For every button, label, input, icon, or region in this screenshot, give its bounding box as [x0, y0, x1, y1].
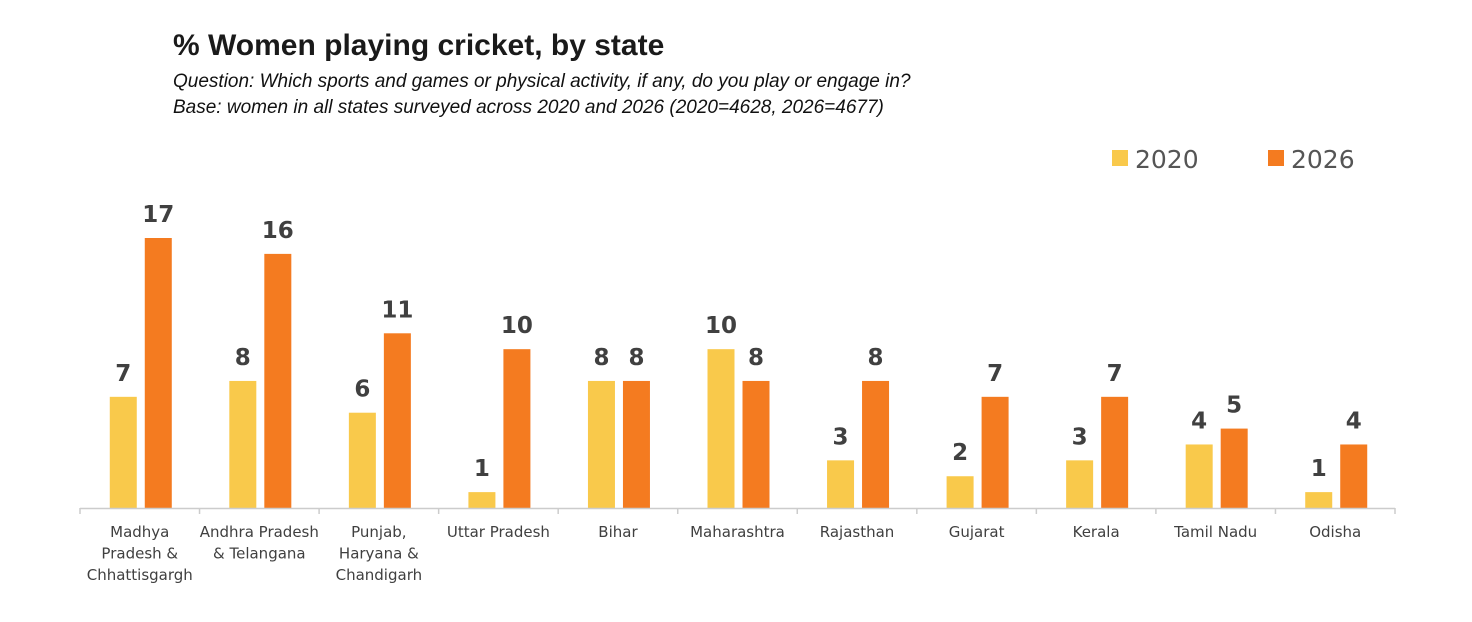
- bar-2026: [1101, 396, 1129, 508]
- x-tick-label: Rajasthan: [820, 523, 895, 541]
- bar-2026: [144, 238, 172, 508]
- x-tick-label: Pradesh &: [101, 545, 178, 563]
- data-label-2020: 3: [833, 424, 849, 450]
- x-tick-label: & Telangana: [213, 545, 306, 563]
- chart-title: % Women playing cricket, by state: [173, 29, 664, 62]
- legend-swatch-2026: [1268, 150, 1284, 166]
- bar-2020: [707, 349, 735, 508]
- bar-2020: [468, 492, 496, 508]
- x-axis: Madhya Pradesh & Chhattisgargh Andhra Prade…: [79, 507, 1396, 584]
- x-tick-label: Gujarat: [949, 523, 1005, 541]
- x-tick-label: Haryana &: [339, 545, 419, 563]
- bar-2026: [862, 380, 890, 508]
- data-label-2020: 1: [1311, 456, 1327, 482]
- data-label-2026: 10: [501, 313, 533, 339]
- x-tick-label: Kerala: [1073, 523, 1120, 541]
- data-label-2020: 3: [1072, 424, 1088, 450]
- data-label-2020: 7: [115, 361, 131, 387]
- bar-2026: [264, 253, 292, 508]
- data-label-2020: 2: [952, 440, 968, 466]
- x-tick-label: Odisha: [1309, 523, 1361, 541]
- data-label-2026: 16: [262, 218, 294, 244]
- bar-2020: [348, 412, 376, 508]
- chart-subtitle-base: Base: women in all states surveyed acros…: [173, 97, 884, 118]
- x-tick-label: Chandigarh: [336, 566, 423, 584]
- bar-2020: [109, 396, 137, 508]
- chart-subtitle-question: Question: Which sports and games or phys…: [173, 71, 911, 92]
- bar-2026: [1220, 428, 1248, 508]
- data-label-2026: 5: [1226, 393, 1242, 419]
- data-label-2020: 10: [705, 313, 737, 339]
- x-tick-label: Punjab,: [351, 523, 406, 541]
- x-tick-label: Andhra Pradesh: [200, 523, 319, 541]
- data-label-2026: 8: [868, 345, 884, 371]
- data-label-2026: 8: [748, 345, 764, 371]
- data-label-2020: 8: [235, 345, 251, 371]
- bar-2026: [1340, 444, 1368, 508]
- data-label-2020: 4: [1191, 408, 1207, 434]
- bar-2020: [1305, 492, 1333, 508]
- data-label-2026: 7: [987, 361, 1003, 387]
- bar-2020: [229, 380, 257, 508]
- bar-2020: [1066, 460, 1094, 508]
- bar-2020: [1185, 444, 1213, 508]
- data-label-2020: 1: [474, 456, 490, 482]
- x-tick-label: Madhya: [110, 523, 169, 541]
- data-label-2020: 6: [354, 377, 370, 403]
- bar-2020: [946, 476, 974, 508]
- data-label-2026: 8: [628, 345, 644, 371]
- legend-label-2026: 2026: [1291, 145, 1355, 174]
- legend-label-2020: 2020: [1135, 145, 1199, 174]
- bar-2026: [383, 333, 411, 508]
- data-label-2026: 4: [1346, 408, 1362, 434]
- bar-2020: [827, 460, 855, 508]
- bar-2026: [981, 396, 1009, 508]
- data-label-2020: 8: [593, 345, 609, 371]
- data-label-2026: 7: [1107, 361, 1123, 387]
- x-tick-label: Chhattisgargh: [87, 566, 193, 584]
- data-label-2026: 17: [142, 202, 174, 228]
- bar-2020: [587, 380, 615, 508]
- x-tick-label: Uttar Pradesh: [447, 523, 550, 541]
- x-tick-label: Maharashtra: [690, 523, 785, 541]
- bar-2026: [622, 380, 650, 508]
- legend: 2020 2026: [1112, 145, 1355, 174]
- bar-2026: [742, 380, 770, 508]
- legend-swatch-2020: [1112, 150, 1128, 166]
- bar-2026: [503, 349, 531, 508]
- x-tick-label: Tamil Nadu: [1173, 523, 1257, 541]
- data-label-2026: 11: [381, 297, 413, 323]
- x-tick-label: Bihar: [598, 523, 638, 541]
